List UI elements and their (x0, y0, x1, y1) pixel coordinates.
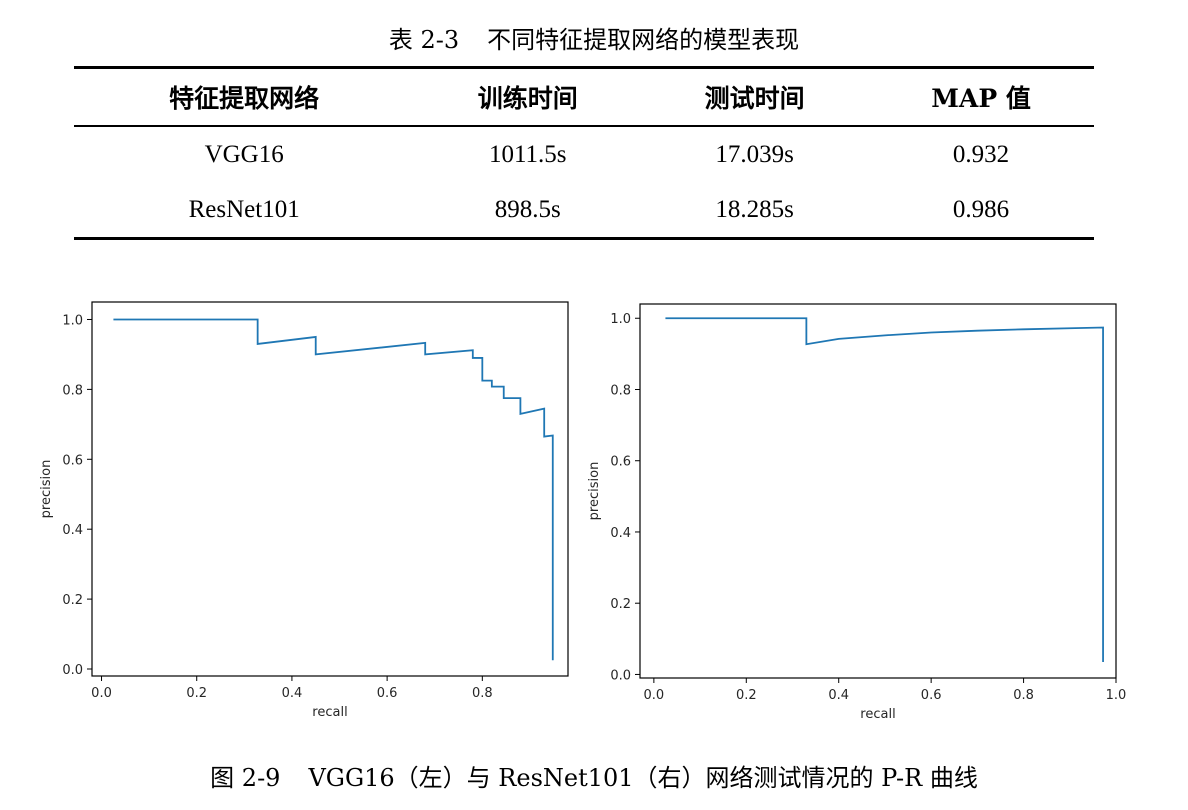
pr-curve-vgg16-svg: 0.0 0.2 0.4 0.6 0.8 0.0 0.2 0.4 0.6 0.8 1.0 recall p… (39, 301, 569, 720)
figure-caption: 图 2-9 VGG16（左）与 ResNet101（右）网络测试情况的 P-R 曲… (0, 758, 1188, 793)
pr-curve-resnet101-plot: 0.0 0.2 0.4 0.6 0.8 1.0 0.0 0.2 0.4 0.6 0.8 1.0 reca… (578, 290, 1128, 740)
resnet101-x-tick-label: 0.8 (1013, 688, 1034, 703)
vgg16-pr-curve-line (113, 318, 554, 661)
resnet101-y-tick-label: 0.6 (610, 455, 631, 470)
table-row: VGG16 1011.5s 17.039s 0.932 (74, 126, 1094, 182)
cell-network: VGG16 (204, 140, 284, 168)
resnet101-x-tick-label: 0.0 (644, 688, 665, 703)
resnet101-y-tick-label: 0.8 (610, 383, 631, 398)
vgg16-y-tick-label: 1.0 (62, 313, 83, 328)
cell-test-time: 17.039s (715, 140, 794, 168)
resnet101-y-tick-label: 0.4 (610, 526, 631, 541)
vgg16-y-axis-label: precision (39, 460, 54, 519)
vgg16-y-tick-label: 0.0 (62, 663, 83, 678)
resnet101-y-tick-label: 0.2 (610, 597, 631, 612)
table-header-row: 特征提取网络 训练时间 测试时间 MAP 值 (74, 66, 1094, 127)
vgg16-x-tick-label: 0.6 (377, 686, 398, 701)
table-caption-text: 不同特征提取网络的模型表现 (487, 26, 800, 54)
figure-caption-number: 图 2-9 (210, 764, 281, 792)
cell-map: 0.932 (952, 140, 1010, 168)
table-caption-number: 表 2-3 (388, 26, 460, 54)
figure-caption-text: VGG16（左）与 ResNet101（右）网络测试情况的 P-R 曲线 (308, 764, 978, 792)
vgg16-x-tick-label: 0.0 (91, 686, 112, 701)
resnet101-x-tick-label: 0.2 (736, 688, 757, 703)
vgg16-x-axis-label: recall (312, 705, 347, 720)
resnet101-x-tick-label: 0.4 (828, 688, 849, 703)
vgg16-y-tick-label: 0.8 (62, 383, 83, 398)
resnet101-y-tick-label: 1.0 (610, 312, 631, 327)
resnet101-y-tick-label: 0.0 (610, 668, 631, 683)
cell-train-time: 1011.5s (488, 140, 567, 168)
header-test-time: 测试时间 (641, 66, 869, 127)
cell-map: 0.986 (868, 182, 1094, 240)
vgg16-x-tick-label: 0.8 (472, 686, 493, 701)
resnet101-y-axis-label: precision (587, 462, 602, 521)
table-caption: 表 2-3 不同特征提取网络的模型表现 (0, 20, 1188, 55)
vgg16-x-tick-label: 0.2 (186, 686, 207, 701)
resnet101-pr-curve-line (665, 317, 1104, 662)
cell-network: ResNet101 (74, 182, 415, 240)
vgg16-plot-frame (91, 301, 569, 677)
vgg16-y-tick-label: 0.6 (62, 453, 83, 468)
resnet101-x-axis-label: recall (860, 707, 895, 722)
performance-table: 特征提取网络 训练时间 测试时间 MAP 值 VGG16 1011.5s 17.… (74, 66, 1094, 240)
header-train-time: 训练时间 (414, 66, 642, 127)
resnet101-plot-frame (639, 303, 1117, 679)
resnet101-x-tick-label: 1.0 (1106, 688, 1127, 703)
resnet101-x-tick-label: 0.6 (921, 688, 942, 703)
vgg16-x-tick-label: 0.4 (282, 686, 303, 701)
pr-curve-vgg16-plot: 0.0 0.2 0.4 0.6 0.8 0.0 0.2 0.4 0.6 0.8 1.0 recall p… (30, 290, 580, 740)
cell-train-time: 898.5s (414, 182, 642, 240)
table-row: ResNet101 898.5s 18.285s 0.986 (74, 182, 1094, 240)
vgg16-y-tick-label: 0.2 (62, 593, 83, 608)
cell-test-time: 18.285s (641, 182, 869, 240)
header-map: MAP 值 (868, 66, 1094, 127)
pr-curve-resnet101-svg: 0.0 0.2 0.4 0.6 0.8 1.0 0.0 0.2 0.4 0.6 0.8 1.0 reca… (587, 303, 1127, 722)
vgg16-y-tick-label: 0.4 (62, 523, 83, 538)
header-network: 特征提取网络 (74, 66, 415, 127)
